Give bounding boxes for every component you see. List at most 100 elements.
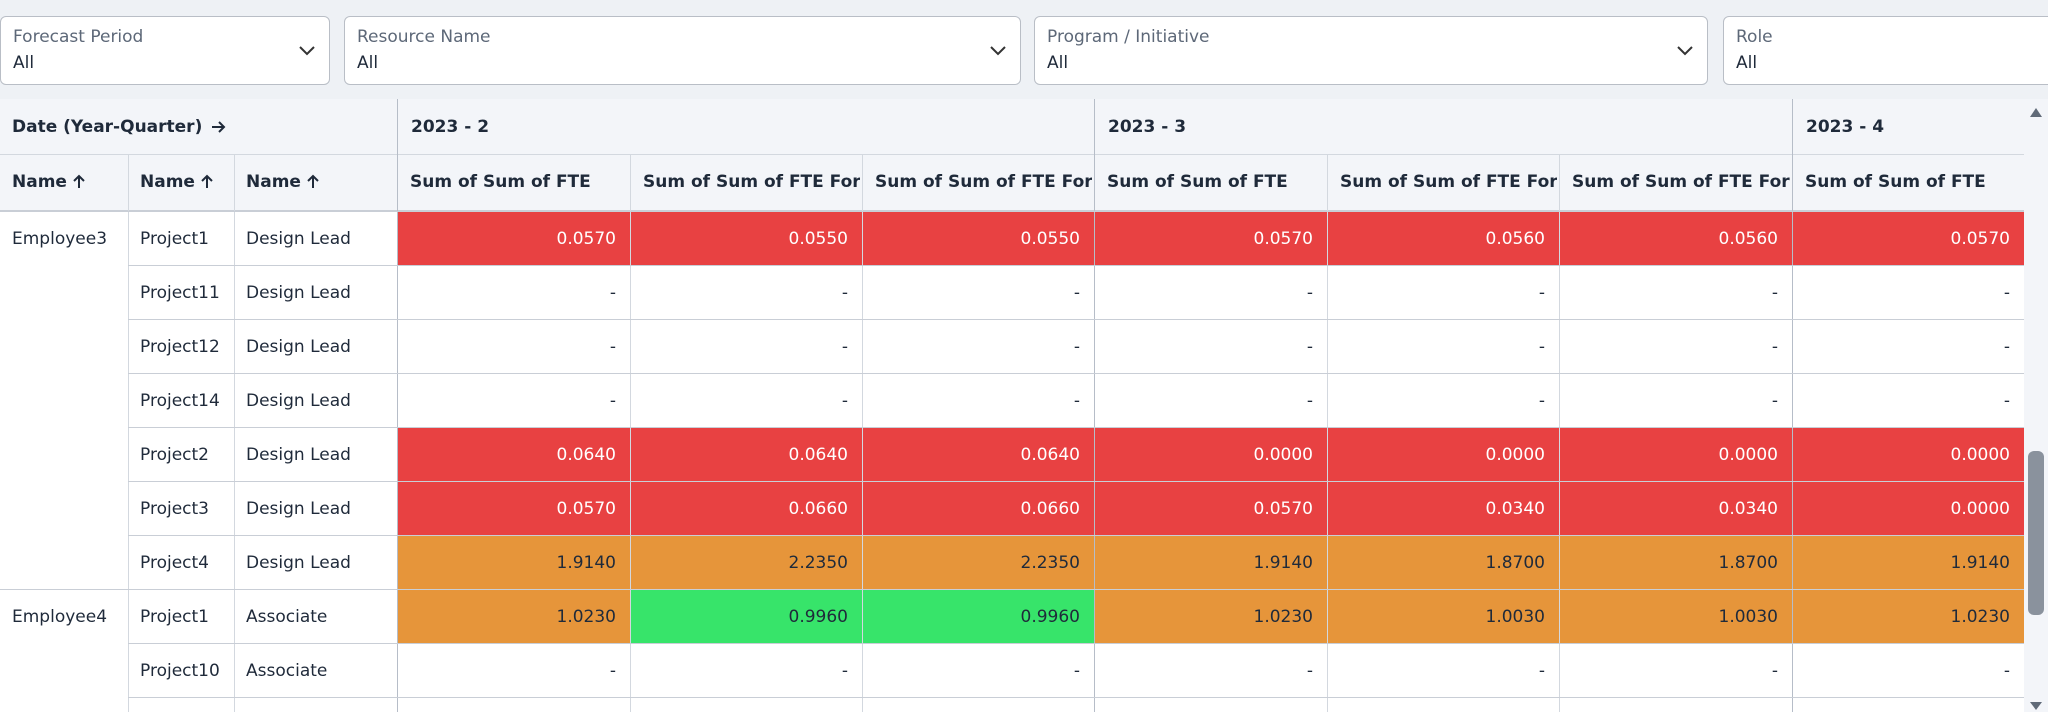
row-header[interactable]: Name [12,154,128,210]
filter-dropdown[interactable]: Program / Initiative All [1034,16,1708,85]
project-name: Project3 [140,499,209,519]
header-bg [0,99,2024,212]
role-name: Associate [246,607,328,627]
arrow-right-icon [212,120,226,133]
value-cell: 0.0570 [1095,212,1327,265]
value-cell: 0.0570 [398,482,630,535]
role-name: Design Lead [246,445,351,465]
column-divider [1559,154,1560,712]
value-cell: 0.0640 [631,428,862,481]
chevron[interactable] [988,43,1008,62]
column-header: Sum of Sum of FTE [1107,172,1288,192]
value-cell: - [1538,282,1545,303]
chevron[interactable] [1675,43,1695,62]
value-cell: - [1538,660,1545,681]
row-header-label: Name [12,172,67,192]
value-cell: - [1771,336,1778,357]
value-cell: - [1073,282,1080,303]
filter-dropdown[interactable]: Resource Name All [344,16,1021,85]
role-name: Associate [246,661,328,681]
value-cell: 0.9960 [631,590,862,643]
value-cell: 0.0550 [863,212,1094,265]
filter-label: Forecast Period [13,27,144,47]
value-cell: - [2003,390,2010,411]
value-cell: 1.0230 [1095,590,1327,643]
value-cell: 1.9140 [1095,536,1327,589]
value-cell: 0.0660 [631,482,862,535]
value-cell: 0.0560 [1328,212,1559,265]
value-cell: 0.0340 [1328,482,1559,535]
value-cell: - [609,282,616,303]
filter-value: All [13,53,35,73]
row-rule [128,643,2024,644]
value-cell: - [1538,336,1545,357]
value-cell: - [2003,336,2010,357]
filter-dropdown[interactable]: Role All [1723,16,2048,85]
value-cell: - [1306,660,1313,681]
sort-up-icon [201,174,213,188]
column-header: Sum of Sum of FTE Fore [1572,172,1790,192]
value-cell: 0.0000 [1328,428,1559,481]
column-header: Sum of Sum of FTE Fore [1340,172,1557,192]
scrollbar-graphic [2028,108,2044,710]
scroll-thumb[interactable] [2028,451,2044,615]
project-name: Project10 [140,661,220,681]
filter-dropdown[interactable]: Forecast Period All [0,16,330,85]
value-cell: 0.9960 [863,590,1094,643]
chevron-icon [299,46,315,56]
project-name: Project4 [140,553,209,573]
project-name: Project12 [140,337,220,357]
sort-up-icon [307,174,319,188]
column-header: Sum of Sum of FTE [410,172,591,192]
row-rule [0,211,2024,212]
value-cell: 0.0640 [863,428,1094,481]
filter-value: All [1047,53,1069,73]
project-name: Project2 [140,445,209,465]
column-header: Sum of Sum of FTE Fore [643,172,860,192]
row-header[interactable]: Name [246,154,397,210]
value-cell: 0.0640 [398,428,630,481]
value-cell: 0.0000 [1793,428,2024,481]
value-cell: - [1771,390,1778,411]
chevron-icon [1677,46,1693,56]
column-divider [862,154,863,712]
quarter-header: 2023 - 4 [1806,116,1885,137]
filter-label: Role [1736,27,1773,47]
column-divider [128,154,129,712]
chevron[interactable] [297,43,317,62]
row-rule [128,535,2024,536]
employee-name: Employee4 [12,607,108,627]
value-cell: - [1073,336,1080,357]
corner-label: Date (Year-Quarter) [12,116,203,137]
sort-up-icon [73,174,85,188]
value-cell: - [609,336,616,357]
value-cell: - [1771,282,1778,303]
value-cell: - [2003,282,2010,303]
project-name: Project11 [140,283,220,303]
role-name: Design Lead [246,337,351,357]
quarter-header: 2023 - 2 [411,116,490,137]
row-header[interactable]: Name [140,154,234,210]
value-cell: - [609,390,616,411]
row-header-label: Name [140,172,195,192]
row-rule [128,481,2024,482]
project-name: Project14 [140,391,220,411]
value-cell: 0.0660 [863,482,1094,535]
row-rule [128,373,2024,374]
value-cell: 1.0030 [1328,590,1559,643]
value-cell: 0.0570 [398,212,630,265]
scrollbar[interactable] [2024,99,2048,712]
value-cell: 1.0030 [1560,590,1792,643]
value-cell: 0.0570 [1095,482,1327,535]
row-rule [0,589,2024,590]
value-cell: 1.9140 [398,536,630,589]
value-cell: 0.0560 [1560,212,1792,265]
value-cell: - [1306,390,1313,411]
value-cell: 1.8700 [1560,536,1792,589]
value-cell: - [1771,660,1778,681]
role-name: Design Lead [246,229,351,249]
corner-header: Date (Year-Quarter) [12,99,392,154]
filter-value: All [357,53,379,73]
role-name: Design Lead [246,553,351,573]
